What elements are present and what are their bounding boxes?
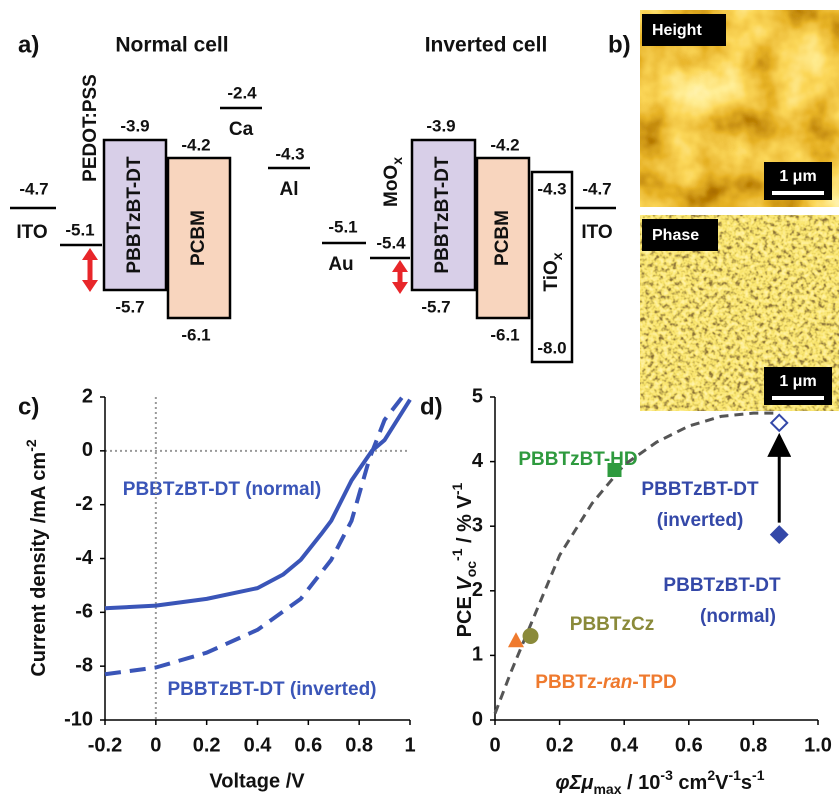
level-label: -3.9 [426, 116, 455, 135]
panel-label: b) [608, 31, 631, 58]
image-label-bg [642, 219, 718, 251]
donor-box [102, 138, 168, 292]
scale-label: 1 μm [779, 373, 816, 390]
panel-label: d) [420, 393, 443, 420]
point [507, 632, 524, 648]
x-tick-label: 0.6 [675, 734, 703, 756]
tiox-box [530, 170, 574, 364]
material-label: ITO [581, 222, 612, 243]
point-annotation: PBBTzCz [570, 614, 654, 635]
point [522, 628, 539, 645]
point [607, 462, 622, 477]
level-label: -6.1 [490, 325, 519, 344]
material-label: TiOx [541, 252, 565, 291]
y-tick-label: 5 [472, 385, 483, 407]
material-label: Au [328, 254, 353, 275]
y-tick-label: -2 [75, 493, 93, 515]
y-tick-label: -4 [75, 547, 94, 569]
donor-box [410, 138, 477, 292]
x-tick-label: 1.0 [804, 734, 832, 756]
x-tick-label: -0.2 [88, 734, 122, 756]
level-label: -4.2 [490, 135, 519, 154]
x-tick-label: 0 [150, 734, 161, 756]
material-label: ITO [16, 222, 47, 243]
x-tick-label: 1 [404, 734, 415, 756]
material-label: PEDOT:PSS [80, 74, 101, 182]
scale-label: 1 μm [779, 168, 816, 185]
material-label: PBBTzBT-DT [124, 156, 145, 274]
y-tick-label: -10 [64, 708, 93, 730]
panel-label: c) [18, 393, 39, 420]
material-label: Al [280, 179, 299, 200]
x-axis-title: Voltage /V [209, 770, 305, 792]
series-annotation: PBBTzBT-DT (inverted) [168, 679, 377, 700]
level-label: -8.0 [537, 338, 566, 357]
point-annotation: PBBTz-ran-TPD [535, 672, 676, 693]
x-tick-label: 0.6 [294, 734, 322, 756]
image-label-bg [642, 14, 726, 46]
acceptor-box [475, 156, 531, 320]
y-tick-label: 1 [472, 644, 483, 666]
normal-cell: Normal cell -4.7 ITO -5.1 PEDOT:PSS -3.9… [10, 34, 310, 344]
level-label: -4.3 [537, 179, 566, 198]
x-tick-label: 0.8 [739, 734, 767, 756]
series-line [104, 395, 404, 677]
y-tick-label: -8 [75, 654, 93, 676]
material-label: PCBM [492, 210, 513, 266]
y-axis-title: Current density /mA cm-2 [23, 439, 51, 677]
point-annotation: PBBTzBT-DT [663, 575, 781, 596]
y-tick-label: 2 [82, 385, 93, 407]
level-label: -5.4 [376, 233, 406, 252]
x-tick-label: 0.4 [244, 734, 273, 756]
level-label: -2.4 [227, 83, 257, 102]
x-tick-label: 0.2 [193, 734, 221, 756]
y-tick-label: 2 [472, 579, 483, 601]
point-annotation: (normal) [700, 606, 776, 627]
level-label: -6.1 [181, 325, 210, 344]
level-label: -5.7 [421, 297, 450, 316]
point [769, 525, 789, 545]
y-tick-label: 0 [82, 439, 93, 461]
level-label: -3.9 [120, 116, 149, 135]
level-label: -4.3 [275, 144, 304, 163]
y-tick-label: 0 [472, 708, 483, 730]
inverted-cell: Inverted cell -5.1 Au -5.4 MoOx -3.9 -5.… [322, 34, 616, 364]
level-label: -4.2 [181, 135, 210, 154]
x-tick-label: 0.2 [546, 734, 574, 756]
series-annotation: PBBTzBT-DT (normal) [123, 479, 321, 500]
acceptor-box [166, 156, 232, 320]
x-axis-title: φΣμmax / 10-3 cm2V-1s-1 [556, 767, 765, 797]
y-tick-label: -6 [75, 601, 93, 623]
panel-label: a) [18, 31, 39, 58]
level-label: -5.1 [65, 220, 94, 239]
image-label: Height [652, 22, 702, 39]
point [769, 413, 789, 433]
level-label: -5.1 [328, 217, 357, 236]
material-label: PBBTzBT-DT [432, 156, 453, 274]
y-tick-label: 4 [472, 450, 484, 472]
afm-images: Height 1 μm Phase 1 μm [640, 10, 839, 411]
material-label: PCBM [188, 210, 209, 266]
red-arrow-heads [82, 248, 98, 292]
material-label: MoOx [381, 157, 405, 207]
image-label: Phase [652, 227, 699, 244]
cell-title: Normal cell [115, 34, 228, 57]
y-axis-title: PCE Voc-1 / % V-1 [449, 482, 479, 637]
point-annotation: (inverted) [657, 510, 744, 531]
y-tick-label: 3 [472, 514, 483, 536]
point-annotation: PBBTzBT-DT [641, 479, 759, 500]
x-tick-label: 0.8 [345, 734, 373, 756]
x-tick-label: 0 [489, 734, 500, 756]
red-arrow-heads [392, 260, 408, 294]
level-label: -4.7 [582, 179, 611, 198]
level-label: -5.7 [115, 297, 144, 316]
level-label: -4.7 [19, 179, 48, 198]
material-label: Ca [229, 119, 254, 140]
x-tick-label: 0.4 [610, 734, 639, 756]
series-line [104, 398, 412, 611]
cell-title: Inverted cell [425, 34, 548, 57]
